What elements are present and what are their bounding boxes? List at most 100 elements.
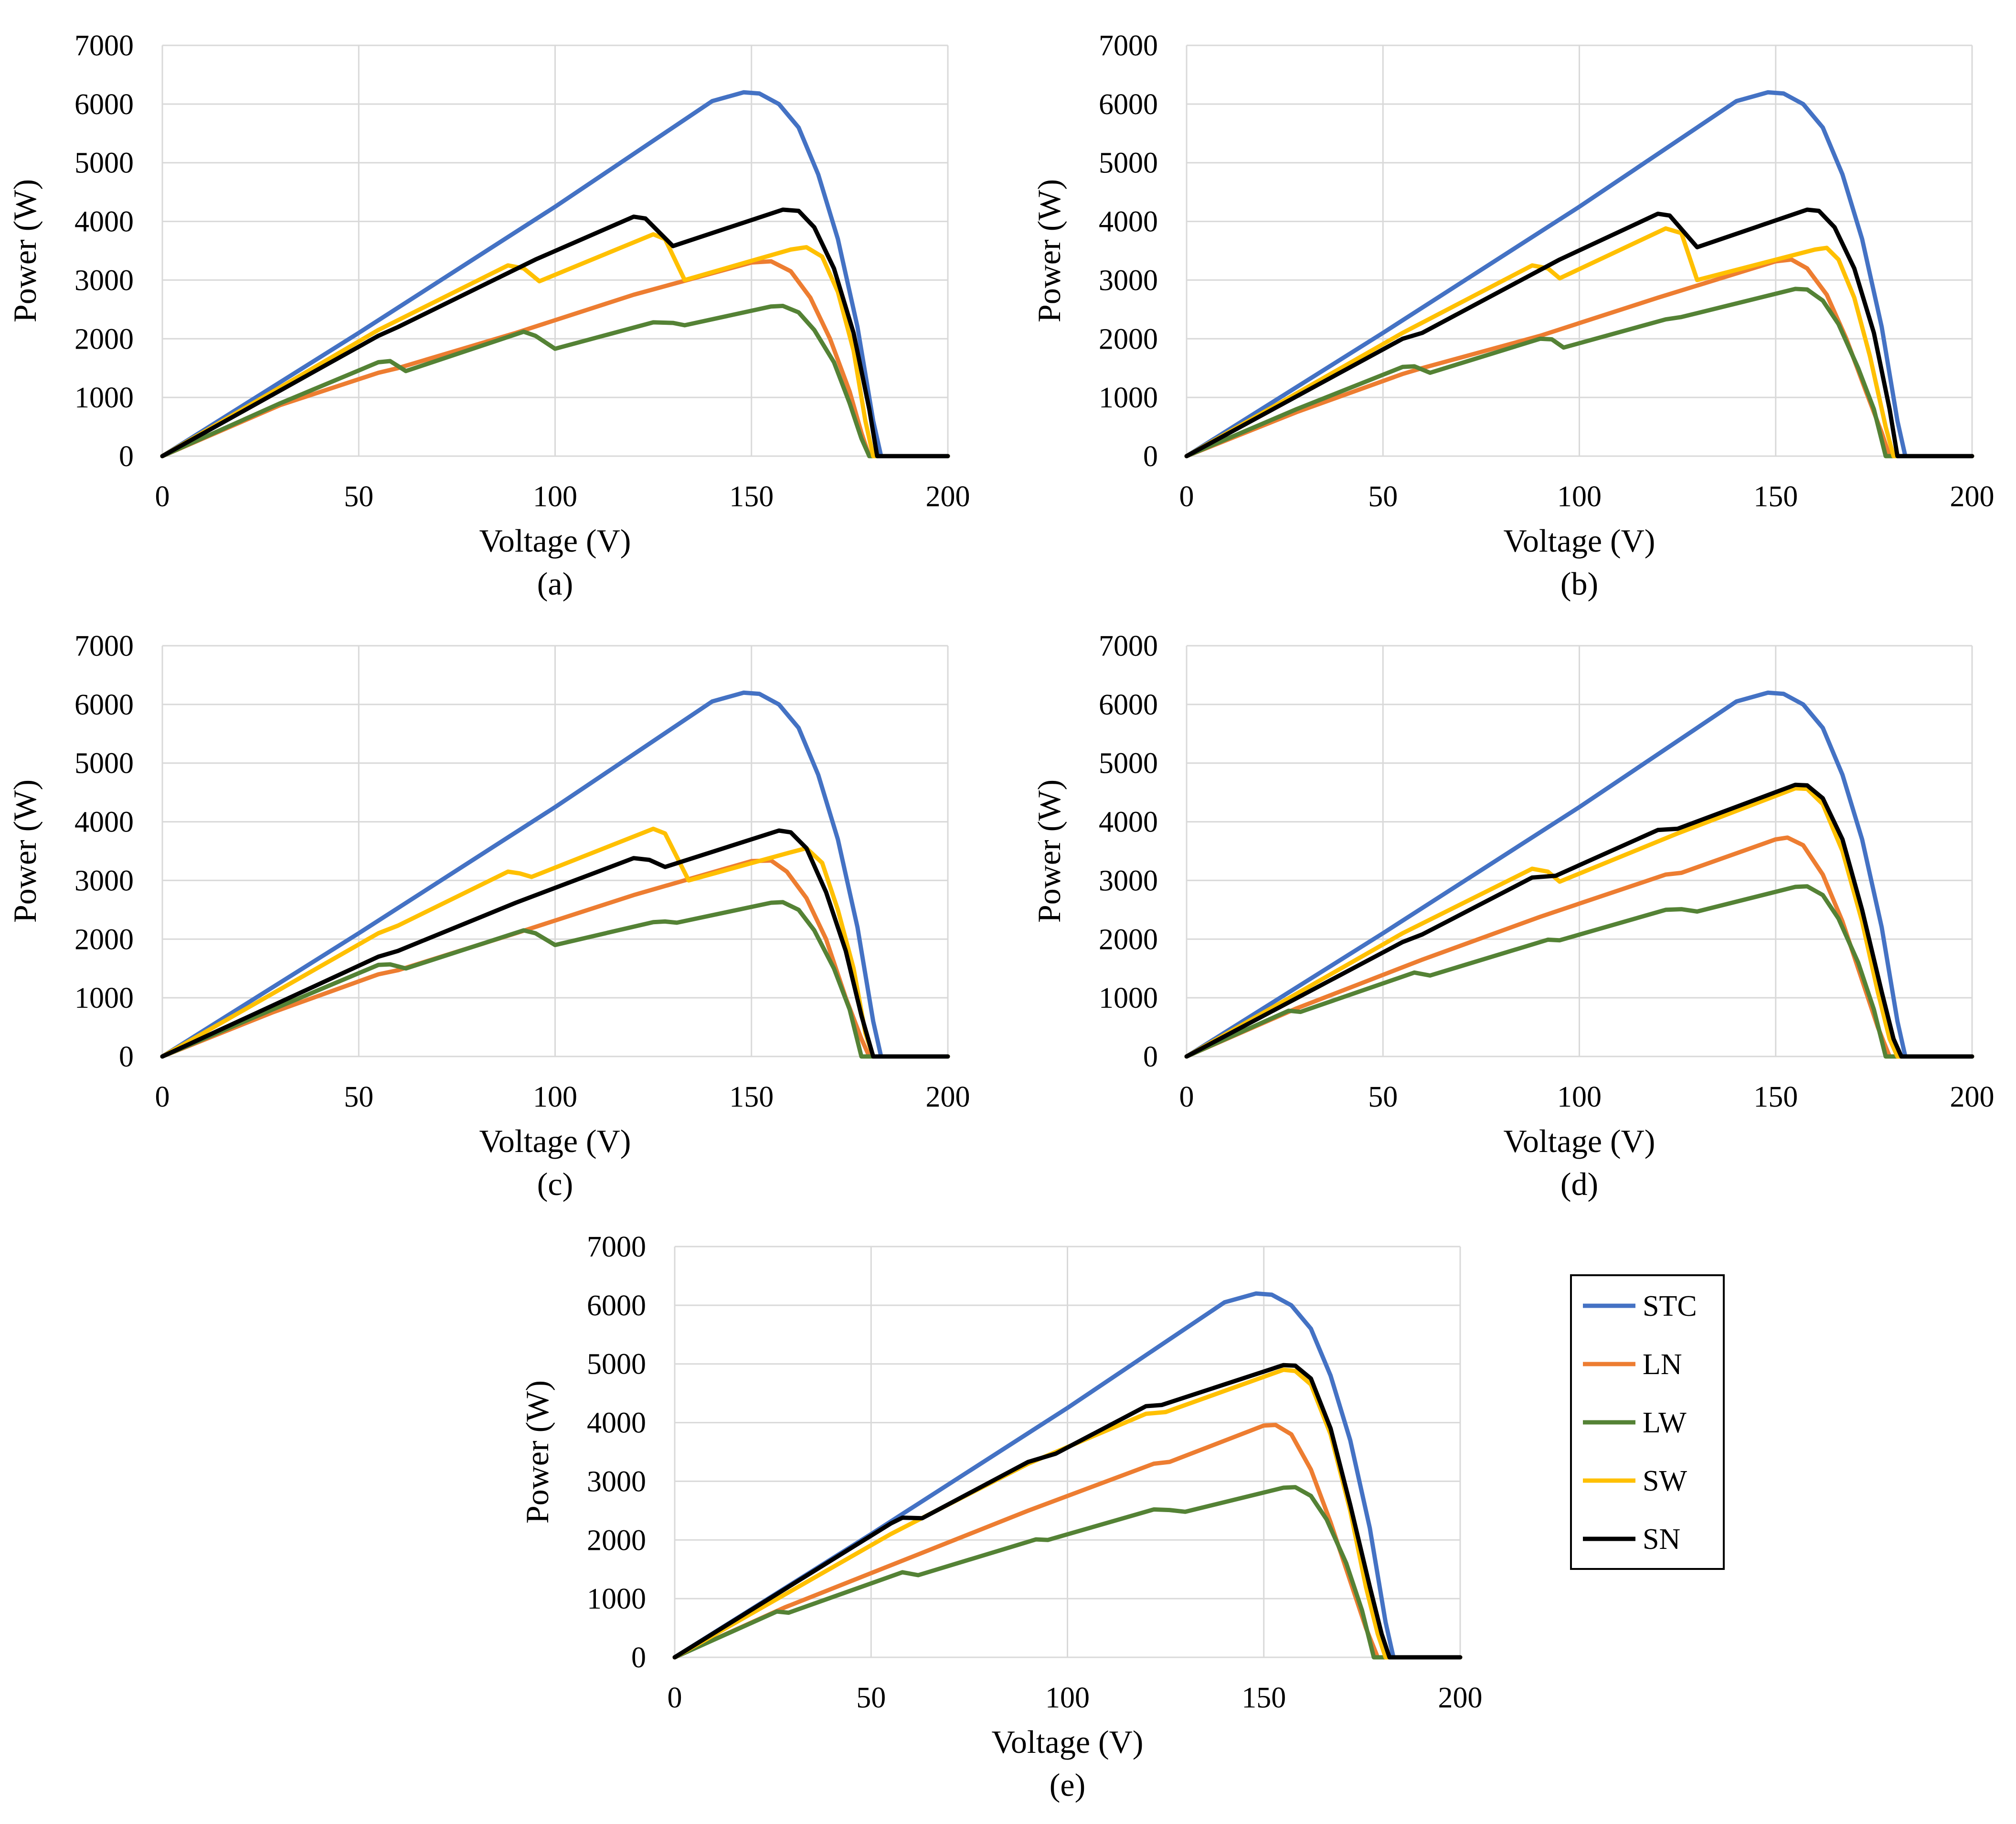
y-tick-label: 3000 — [587, 1465, 646, 1498]
panel-caption: (c) — [537, 1166, 573, 1202]
legend-label: SN — [1643, 1523, 1680, 1556]
y-tick-label: 0 — [1143, 1041, 1158, 1073]
y-tick-label: 6000 — [1099, 88, 1158, 121]
x-tick-label: 200 — [1950, 480, 1995, 513]
legend-label: STC — [1643, 1290, 1697, 1323]
series-line-sn — [1184, 782, 1974, 1059]
x-tick-label: 0 — [668, 1682, 682, 1714]
series-line-lw — [160, 304, 950, 459]
y-tick-label: 1000 — [1099, 982, 1158, 1014]
series-line-lw — [672, 1485, 1463, 1660]
series-line-lw — [1184, 884, 1974, 1059]
y-tick-label: 1000 — [74, 382, 134, 414]
y-tick-label: 0 — [1143, 440, 1158, 473]
y-tick-label: 6000 — [74, 689, 134, 721]
x-axis-title: Voltage (V) — [992, 1724, 1144, 1760]
legend-item-sw: SW — [1583, 1465, 1687, 1497]
x-axis-title: Voltage (V) — [479, 1123, 631, 1159]
y-tick-label: 5000 — [74, 147, 134, 180]
series-line-stc — [672, 1291, 1463, 1660]
y-tick-label: 1000 — [587, 1583, 646, 1615]
chart-panel-3: 0 1000 2000 3000 4000 5000 6000 7000 0 50 100 150 20… — [7, 630, 970, 1202]
series-line-sn — [160, 207, 950, 459]
y-tick-label: 3000 — [74, 864, 134, 897]
x-tick-label: 100 — [1045, 1682, 1090, 1714]
x-axis-title: Voltage (V) — [1504, 1123, 1655, 1159]
x-tick-label: 100 — [1557, 1081, 1602, 1113]
y-tick-label: 1000 — [74, 982, 134, 1014]
series-line-sw — [1184, 226, 1974, 459]
series-line-sw — [1184, 786, 1974, 1059]
series-line-sn — [160, 828, 950, 1059]
y-axis-title: Power (W) — [7, 779, 43, 923]
x-tick-label: 0 — [155, 1081, 170, 1113]
y-tick-label: 2000 — [1099, 923, 1158, 956]
chart-panel-2: 0 1000 2000 3000 4000 5000 6000 7000 0 50 100 150 20… — [1031, 30, 1995, 602]
series-line-lw — [160, 900, 950, 1059]
panel-caption: (a) — [537, 565, 573, 602]
x-tick-label: 50 — [344, 480, 373, 513]
y-tick-label: 6000 — [1099, 689, 1158, 721]
panel-caption: (d) — [1560, 1166, 1598, 1202]
legend-label: LW — [1643, 1407, 1687, 1439]
legend-item-ln: LN — [1583, 1348, 1682, 1381]
x-tick-label: 50 — [856, 1682, 886, 1714]
y-tick-label: 6000 — [587, 1290, 646, 1322]
y-tick-label: 3000 — [74, 264, 134, 297]
legend-label: SW — [1643, 1465, 1687, 1497]
y-axis-title: Power (W) — [7, 179, 43, 322]
x-tick-label: 150 — [1753, 480, 1798, 513]
x-tick-label: 50 — [344, 1081, 373, 1113]
y-tick-label: 4000 — [1099, 206, 1158, 238]
x-tick-label: 50 — [1368, 1081, 1398, 1113]
y-tick-label: 6000 — [74, 88, 134, 121]
x-tick-label: 200 — [926, 1081, 970, 1113]
y-tick-label: 7000 — [74, 630, 134, 662]
y-tick-label: 0 — [119, 1041, 134, 1073]
y-axis-title: Power (W) — [1031, 179, 1067, 322]
y-axis-title: Power (W) — [519, 1380, 555, 1524]
series-line-ln — [160, 858, 950, 1059]
y-tick-label: 5000 — [1099, 747, 1158, 780]
y-tick-label: 2000 — [74, 323, 134, 355]
y-tick-label: 5000 — [587, 1348, 646, 1381]
x-tick-label: 0 — [155, 480, 170, 513]
legend-item-sn: SN — [1583, 1523, 1680, 1556]
y-tick-label: 2000 — [74, 923, 134, 956]
x-tick-label: 0 — [1179, 1081, 1194, 1113]
series-line-ln — [160, 259, 950, 459]
y-tick-label: 3000 — [1099, 264, 1158, 297]
panel-caption: (e) — [1050, 1767, 1085, 1803]
x-tick-label: 200 — [1438, 1682, 1483, 1714]
series-line-stc — [1184, 90, 1974, 459]
y-tick-label: 1000 — [1099, 382, 1158, 414]
y-tick-label: 4000 — [74, 806, 134, 839]
legend: STC LN LW SW SN — [1570, 1274, 1725, 1570]
panel-caption: (b) — [1560, 565, 1598, 602]
x-tick-label: 100 — [1557, 480, 1602, 513]
y-tick-label: 2000 — [1099, 323, 1158, 355]
y-tick-label: 5000 — [74, 747, 134, 780]
y-tick-label: 7000 — [1099, 630, 1158, 662]
y-tick-label: 3000 — [1099, 864, 1158, 897]
series-line-sw — [160, 826, 950, 1059]
x-tick-label: 50 — [1368, 480, 1398, 513]
legend-label: LN — [1643, 1348, 1682, 1381]
x-tick-label: 200 — [1950, 1081, 1995, 1113]
x-axis-title: Voltage (V) — [479, 523, 631, 559]
series-line-stc — [160, 690, 950, 1059]
x-tick-label: 150 — [1753, 1081, 1798, 1113]
chart-panel-5: 0 1000 2000 3000 4000 5000 6000 7000 0 50 100 150 20… — [519, 1231, 1483, 1803]
x-tick-label: 100 — [533, 480, 577, 513]
x-tick-label: 150 — [1241, 1682, 1286, 1714]
x-tick-label: 0 — [1179, 480, 1194, 513]
y-tick-label: 7000 — [1099, 30, 1158, 62]
y-tick-label: 0 — [631, 1642, 646, 1674]
x-tick-label: 200 — [926, 480, 970, 513]
y-tick-label: 4000 — [74, 206, 134, 238]
series-line-stc — [1184, 690, 1974, 1059]
x-axis-title: Voltage (V) — [1504, 523, 1655, 559]
y-tick-label: 2000 — [587, 1524, 646, 1557]
